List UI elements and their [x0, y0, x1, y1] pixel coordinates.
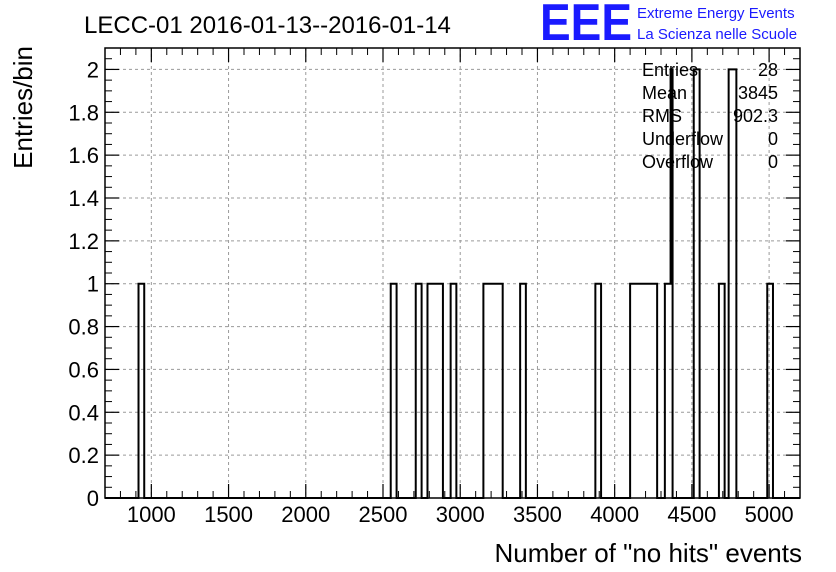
y-tick-label: 1 [87, 272, 99, 297]
y-tick-label: 1.8 [68, 100, 99, 125]
y-tick-label: 0.8 [68, 315, 99, 340]
stat-value: 3845 [738, 83, 778, 103]
stat-value: 902.3 [733, 106, 778, 126]
x-tick-label: 5000 [745, 502, 794, 527]
y-tick-label: 0.6 [68, 357, 99, 382]
stat-label: RMS [642, 106, 682, 126]
stat-label: Underflow [642, 129, 724, 149]
x-axis-label: Number of "no hits" events [495, 538, 803, 568]
stat-value: 0 [768, 129, 778, 149]
x-tick-label: 3000 [436, 502, 485, 527]
plot-frame [104, 47, 801, 499]
x-axis-ticks: 1000 1500 2000 2500 3000 3500 4000 4500 5000 [119, 48, 801, 527]
x-tick-label: 4500 [667, 502, 716, 527]
y-axis-ticks: 0 0.2 0.4 0.6 0.8 1 1.2 1.4 1.6 1.8 2 [68, 47, 800, 511]
y-tick-label: 0.2 [68, 443, 99, 468]
eee-logo-line2: La Scienza nelle Scuole [637, 26, 797, 43]
y-axis-label: Entries/bin [8, 46, 38, 169]
chart-title: LECC-01 2016-01-13--2016-01-14 [84, 12, 451, 39]
x-tick-label: 4000 [590, 502, 639, 527]
histogram-bin [427, 284, 442, 498]
x-tick-label: 2500 [359, 502, 408, 527]
eee-logo-mark: EEE [540, 0, 632, 52]
y-tick-label: 1.4 [68, 186, 99, 211]
stats-box: Entries 28 Mean 3845 RMS 902.3 Underflow 0 Overf… [642, 60, 778, 172]
stat-label: Mean [642, 83, 687, 103]
eee-logo-line1: Extreme Energy Events [637, 5, 795, 22]
y-tick-label: 1.2 [68, 229, 99, 254]
eee-logo: EEE Extreme Energy Events La Scienza nel… [540, 0, 797, 52]
x-tick-label: 3500 [513, 502, 562, 527]
histogram-bars [105, 68, 800, 499]
x-tick-label: 1000 [127, 502, 176, 527]
histogram-outline [105, 68, 800, 499]
stat-value: 0 [768, 152, 778, 172]
stat-label: Overflow [642, 152, 714, 172]
grid-lines [105, 48, 800, 498]
histogram-bin [630, 284, 657, 498]
y-tick-label: 0 [87, 486, 99, 511]
x-tick-label: 1500 [204, 502, 253, 527]
y-tick-label: 0.4 [68, 400, 99, 425]
y-tick-label: 2 [87, 57, 99, 82]
stat-value: 28 [758, 60, 778, 80]
y-tick-label: 1.6 [68, 143, 99, 168]
stat-label: Entries [642, 60, 698, 80]
histogram-bin [483, 284, 502, 498]
x-tick-label: 2000 [281, 502, 330, 527]
